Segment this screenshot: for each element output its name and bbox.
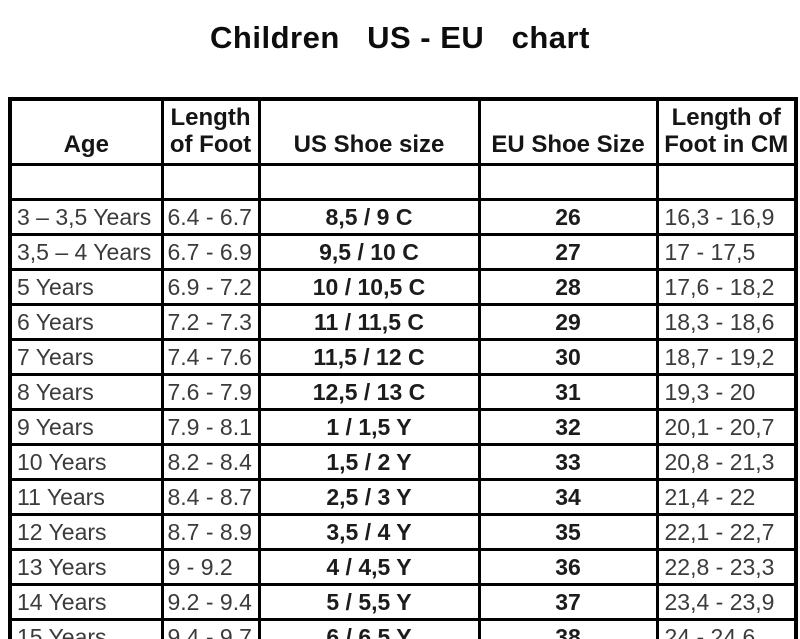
cell-eu-size: 31 [477, 373, 659, 411]
cell-foot-cm: 17,6 - 18,2 [655, 268, 798, 306]
cell-foot-cm: 22,8 - 23,3 [655, 548, 798, 586]
cell-foot-length: 9.2 - 9.4 [160, 583, 261, 621]
table-row: 10 Years 8.2 - 8.4 1,5 / 2 Y 33 20,8 - 2… [8, 443, 798, 481]
cell-age: 3,5 – 4 Years [8, 233, 164, 271]
cell-us-size: 11,5 / 12 C [257, 338, 481, 376]
table-row: 3,5 – 4 Years 6.7 - 6.9 9,5 / 10 C 27 17… [8, 233, 798, 271]
cell-us-size: 2,5 / 3 Y [257, 478, 481, 516]
cell-foot-cm: 19,3 - 20 [655, 373, 798, 411]
table-row: 5 Years 6.9 - 7.2 10 / 10,5 C 28 17,6 - … [8, 268, 798, 306]
cell-us-size: 10 / 10,5 C [257, 268, 481, 306]
cell-eu-size: 28 [477, 268, 659, 306]
cell-age: 8 Years [8, 373, 164, 411]
cell-age: 12 Years [8, 513, 164, 551]
cell-us-size: 1 / 1,5 Y [257, 408, 481, 446]
header-us-shoe-size: US Shoe size [257, 97, 481, 166]
cell-age: 14 Years [8, 583, 164, 621]
cell-foot-cm: 16,3 - 16,9 [655, 198, 798, 236]
cell-us-size: 4 / 4,5 Y [257, 548, 481, 586]
cell-foot-length: 6.9 - 7.2 [160, 268, 261, 306]
page-title: Children US - EU chart [210, 20, 590, 55]
cell-eu-size: 38 [477, 618, 659, 639]
table-row: 11 Years 8.4 - 8.7 2,5 / 3 Y 34 21,4 - 2… [8, 478, 798, 516]
cell-us-size: 11 / 11,5 C [257, 303, 481, 341]
cell-foot-cm: 17 - 17,5 [655, 233, 798, 271]
cell-foot-cm: 21,4 - 22 [655, 478, 798, 516]
cell-eu-size: 29 [477, 303, 659, 341]
cell-us-size: 8,5 / 9 C [257, 198, 481, 236]
cell-us-size: 9,5 / 10 C [257, 233, 481, 271]
header-eu-shoe-size: EU Shoe Size [477, 97, 659, 166]
cell-age: 11 Years [8, 478, 164, 516]
table-row: 13 Years 9 - 9.2 4 / 4,5 Y 36 22,8 - 23,… [8, 548, 798, 586]
cell-eu-size: 33 [477, 443, 659, 481]
cell-foot-length: 9.4 - 9.7 [160, 618, 261, 639]
size-chart-table: Age Length of Foot US Shoe size EU Shoe … [8, 97, 798, 639]
table-header: Age Length of Foot US Shoe size EU Shoe … [8, 97, 798, 166]
table-row: 9 Years 7.9 - 8.1 1 / 1,5 Y 32 20,1 - 20… [8, 408, 798, 446]
cell-foot-length: 9 - 9.2 [160, 548, 261, 586]
header-length-of-foot: Length of Foot [160, 97, 261, 166]
table-row: 7 Years 7.4 - 7.6 11,5 / 12 C 30 18,7 - … [8, 338, 798, 376]
cell-foot-cm: 20,8 - 21,3 [655, 443, 798, 481]
table-row: 3 – 3,5 Years 6.4 - 6.7 8,5 / 9 C 26 16,… [8, 198, 798, 236]
cell-eu-size: 34 [477, 478, 659, 516]
cell-foot-length: 7.4 - 7.6 [160, 338, 261, 376]
empty-cell [655, 163, 798, 201]
cell-age: 3 – 3,5 Years [8, 198, 164, 236]
cell-us-size: 6 / 6,5 Y [257, 618, 481, 639]
empty-cell [477, 163, 659, 201]
cell-us-size: 5 / 5,5 Y [257, 583, 481, 621]
cell-age: 15 Years [8, 618, 164, 639]
cell-eu-size: 36 [477, 548, 659, 586]
empty-cell [160, 163, 261, 201]
spacer-row [8, 163, 798, 201]
cell-eu-size: 26 [477, 198, 659, 236]
table-row: 15 Years 9.4 - 9.7 6 / 6,5 Y 38 24 - 24,… [8, 618, 798, 639]
cell-foot-length: 7.9 - 8.1 [160, 408, 261, 446]
cell-us-size: 3,5 / 4 Y [257, 513, 481, 551]
cell-eu-size: 32 [477, 408, 659, 446]
table-body: 3 – 3,5 Years 6.4 - 6.7 8,5 / 9 C 26 16,… [8, 163, 798, 639]
cell-foot-length: 8.4 - 8.7 [160, 478, 261, 516]
cell-foot-cm: 18,7 - 19,2 [655, 338, 798, 376]
cell-age: 7 Years [8, 338, 164, 376]
table-row: 14 Years 9.2 - 9.4 5 / 5,5 Y 37 23,4 - 2… [8, 583, 798, 621]
cell-foot-cm: 18,3 - 18,6 [655, 303, 798, 341]
cell-age: 10 Years [8, 443, 164, 481]
cell-age: 6 Years [8, 303, 164, 341]
cell-foot-cm: 23,4 - 23,9 [655, 583, 798, 621]
table-row: 8 Years 7.6 - 7.9 12,5 / 13 C 31 19,3 - … [8, 373, 798, 411]
table-header-row: Age Length of Foot US Shoe size EU Shoe … [8, 97, 798, 166]
cell-foot-length: 7.2 - 7.3 [160, 303, 261, 341]
table-row: 6 Years 7.2 - 7.3 11 / 11,5 C 29 18,3 - … [8, 303, 798, 341]
cell-eu-size: 37 [477, 583, 659, 621]
cell-eu-size: 27 [477, 233, 659, 271]
header-length-of-foot-cm: Length of Foot in CM [655, 97, 798, 166]
cell-eu-size: 35 [477, 513, 659, 551]
cell-eu-size: 30 [477, 338, 659, 376]
cell-foot-length: 6.4 - 6.7 [160, 198, 261, 236]
cell-foot-cm: 20,1 - 20,7 [655, 408, 798, 446]
cell-age: 13 Years [8, 548, 164, 586]
empty-cell [257, 163, 481, 201]
cell-age: 5 Years [8, 268, 164, 306]
cell-foot-cm: 24 - 24,6 [655, 618, 798, 639]
cell-us-size: 12,5 / 13 C [257, 373, 481, 411]
table-row: 12 Years 8.7 - 8.9 3,5 / 4 Y 35 22,1 - 2… [8, 513, 798, 551]
cell-foot-length: 7.6 - 7.9 [160, 373, 261, 411]
cell-age: 9 Years [8, 408, 164, 446]
cell-foot-cm: 22,1 - 22,7 [655, 513, 798, 551]
cell-foot-length: 8.7 - 8.9 [160, 513, 261, 551]
empty-cell [8, 163, 164, 201]
cell-foot-length: 6.7 - 6.9 [160, 233, 261, 271]
cell-us-size: 1,5 / 2 Y [257, 443, 481, 481]
cell-foot-length: 8.2 - 8.4 [160, 443, 261, 481]
header-age: Age [8, 97, 164, 166]
